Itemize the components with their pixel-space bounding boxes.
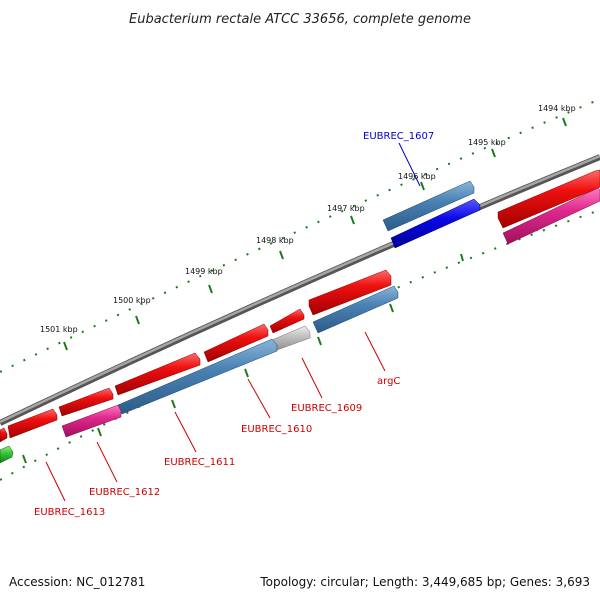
forward-gene — [203, 323, 269, 363]
forward-gene — [269, 308, 305, 334]
major-tick — [63, 341, 68, 351]
kbp-label: 1497 kbp — [327, 204, 365, 213]
major-tick — [208, 284, 213, 294]
gene-label-eubrec-1611[interactable]: EUBREC_1611 — [164, 457, 235, 468]
kbp-label: 1496 kbp — [398, 172, 436, 181]
minor-tick — [389, 303, 394, 313]
leader-line — [301, 357, 323, 399]
major-tick — [491, 148, 496, 158]
gene-label-eubrec-1613[interactable]: EUBREC_1613 — [34, 507, 105, 518]
leader-line — [96, 441, 118, 483]
forward-gene — [308, 269, 392, 316]
genome-backbone — [0, 154, 600, 426]
gene-label-argc[interactable]: argC — [377, 376, 400, 387]
minor-tick — [97, 427, 102, 437]
leader-line — [45, 461, 66, 502]
forward-gene — [58, 387, 114, 417]
leader-line — [398, 142, 421, 187]
gene-label-eubrec-1607[interactable]: EUBREC_1607 — [363, 131, 434, 142]
gene-label-eubrec-1612[interactable]: EUBREC_1612 — [89, 487, 160, 498]
major-tick — [562, 117, 567, 127]
kbp-label: 1501 kbp — [40, 325, 78, 334]
gene-label-eubrec-1610[interactable]: EUBREC_1610 — [241, 424, 312, 435]
major-tick — [279, 250, 284, 260]
kbp-label: 1494 kbp — [538, 104, 576, 113]
minor-tick — [317, 336, 322, 346]
kbp-label: 1495 kbp — [468, 138, 506, 147]
accession-text: Accession: NC_012781 — [9, 575, 146, 589]
minor-tick — [244, 368, 249, 378]
map-title: Eubacterium rectale ATCC 33656, complete… — [129, 12, 471, 27]
forward-gene — [114, 352, 201, 396]
gene-eubrec-1611-bar — [117, 338, 278, 415]
minor-tick — [460, 253, 464, 262]
pink-gene-bar — [502, 187, 600, 245]
gene-eubrec-1607-bar — [382, 180, 475, 232]
genome-backbone-highlight — [0, 154, 600, 424]
leader-line — [247, 378, 271, 419]
major-tick — [350, 215, 355, 225]
forward-gene — [497, 169, 600, 229]
major-tick — [420, 181, 425, 191]
minor-tick — [22, 454, 27, 464]
kbp-label: 1500 kbp — [113, 296, 151, 305]
forward-gene — [7, 408, 58, 439]
green-gene-bar — [0, 445, 14, 464]
kbp-label: 1499 kbp — [185, 267, 223, 276]
leader-line — [174, 411, 197, 453]
forward-gene — [0, 427, 8, 443]
kbp-label: 1498 kbp — [256, 236, 294, 245]
highlighted-gene-bar — [390, 198, 481, 249]
major-tick — [135, 315, 140, 325]
gene-label-eubrec-1609[interactable]: EUBREC_1609 — [291, 403, 362, 414]
minor-tick — [171, 399, 176, 409]
inner-tick-ring — [0, 209, 600, 481]
leader-line — [364, 331, 386, 372]
gene-eubrec-1612-bar — [61, 404, 122, 438]
genome-summary-text: Topology: circular; Length: 3,449,685 bp… — [260, 575, 590, 589]
outer-major-ticks — [63, 117, 567, 351]
gene-argc-bar — [312, 285, 399, 334]
